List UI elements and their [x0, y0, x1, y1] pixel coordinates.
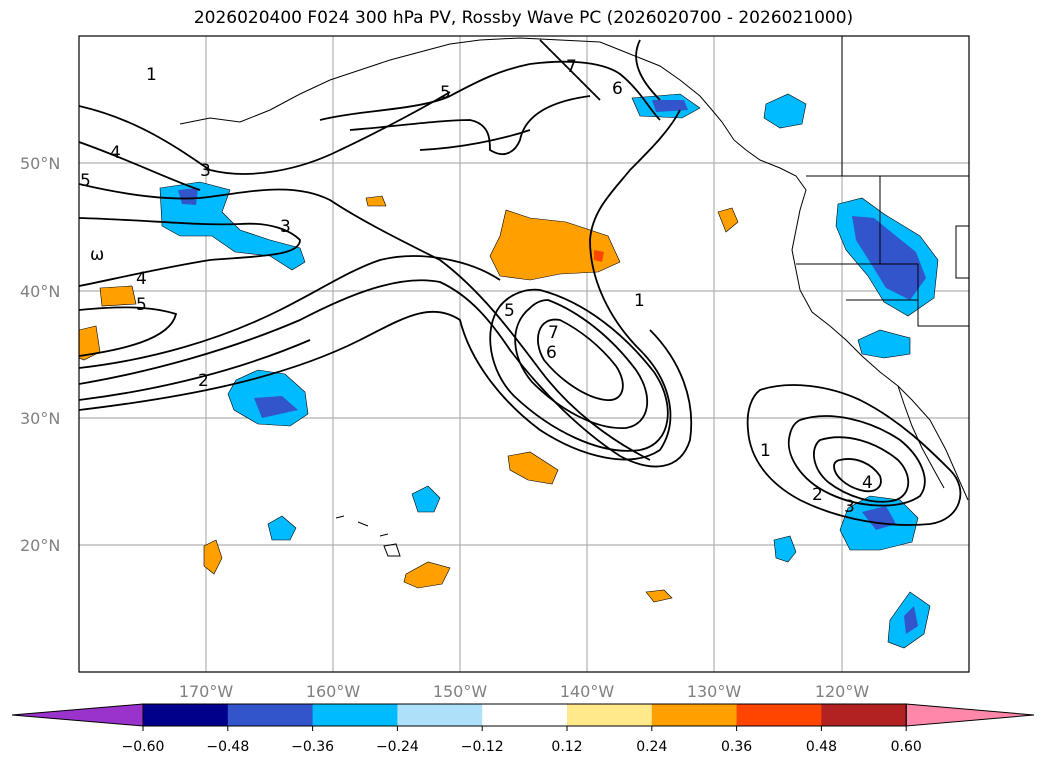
lat-label: 30°N	[20, 409, 60, 428]
neg-blob-seattle-core	[652, 100, 688, 112]
colorbar-extend-high	[905, 703, 1035, 727]
state-border-5	[955, 225, 969, 279]
lon-label: 150°W	[433, 682, 488, 701]
alaska-coast	[179, 37, 735, 141]
contour-label: 5	[504, 301, 515, 321]
neg-blob-hawaii-west	[267, 515, 297, 541]
pos-blob-40n	[99, 285, 137, 307]
latitude-labels: 50°N 40°N 30°N 20°N	[20, 154, 60, 555]
colorbar-tick-label: −0.48	[206, 739, 249, 755]
colorbar-tick-label: 0.36	[721, 739, 752, 755]
pos-blob-small-47	[365, 195, 387, 207]
colorbar-segment	[482, 704, 568, 726]
colorbar-segment	[567, 704, 653, 726]
contour-label: 2	[198, 371, 209, 391]
contour-label: 3	[844, 497, 855, 517]
colorbar-segment	[227, 704, 314, 726]
colorbar-segment	[143, 704, 229, 726]
contour-label: 1	[634, 291, 645, 311]
neg-blob-west-core	[178, 188, 198, 205]
hawaii-islands	[335, 515, 401, 557]
colorbar-tick-label: 0.12	[551, 739, 582, 755]
lat-label: 20°N	[20, 536, 60, 555]
lon-label: 140°W	[560, 682, 615, 701]
contour-label: 6	[546, 343, 557, 363]
colorbar-segment	[736, 704, 822, 726]
lon-label: 130°W	[687, 682, 742, 701]
contour-label: ω	[90, 245, 104, 265]
contour-label: 5	[440, 83, 451, 103]
neg-blob-west	[159, 181, 306, 271]
colorbar-segment	[312, 704, 398, 726]
contour-label: 1	[760, 441, 771, 461]
pos-blob-sw	[203, 539, 223, 575]
contour-labels: 1 5 7 6 4 5 3 3 ω 4 5 2 5 7 6 1 1 2 3 4	[80, 57, 873, 517]
neg-blob-south-core	[904, 606, 918, 634]
bc-coast	[733, 139, 807, 231]
lat-label: 50°N	[20, 154, 60, 173]
colorbar-tick-label: −0.12	[461, 739, 504, 755]
contour-label: 1	[146, 65, 157, 85]
lon-label: 170°W	[179, 682, 234, 701]
colorbar-tick-label: −0.36	[291, 739, 334, 755]
neg-blob-great-basin-core	[852, 216, 926, 300]
us-west-coast	[791, 229, 969, 501]
colorbar: −0.60 −0.48 −0.36 −0.24 −0.12 0.12 0.24 0.36 0.4…	[11, 703, 1035, 755]
neg-blob-30n-core	[254, 396, 298, 418]
colorbar-frame	[142, 703, 907, 727]
contour-label: 4	[136, 269, 147, 289]
colorbar-tick-label: 0.60	[891, 739, 922, 755]
pv-contours	[79, 39, 962, 526]
coastlines	[179, 36, 969, 557]
neg-blob-east-pacific	[773, 535, 797, 563]
colorbar-tick-label: −0.24	[376, 739, 419, 755]
neg-blob-socal	[857, 329, 911, 359]
lon-label: 160°W	[306, 682, 361, 701]
contour-label: 7	[548, 323, 559, 343]
longitude-labels: 170°W 160°W 150°W 140°W 130°W 120°W	[179, 682, 870, 701]
pos-blob-main	[489, 209, 621, 281]
colorbar-tick-label: 0.24	[636, 739, 667, 755]
pos-blob-coast	[717, 207, 739, 233]
contour-label: 3	[280, 217, 291, 237]
contour-label: 6	[612, 79, 623, 99]
colorbar-extend-low	[11, 703, 144, 727]
contour-label: 3	[200, 161, 211, 181]
map-plot-area: 1 5 7 6 4 5 3 3 ω 4 5 2 5 7 6 1 1 2 3 4	[79, 36, 969, 672]
neg-blob-bc	[763, 93, 807, 129]
colorbar-tick-label: 0.48	[806, 739, 837, 755]
contour-label: 2	[812, 485, 823, 505]
pos-blob-25n	[507, 451, 559, 485]
neg-blob-hawaii-north	[411, 485, 441, 513]
pos-blob-main-core	[594, 250, 604, 262]
map-frame	[78, 35, 970, 673]
positive-anomaly-fills	[79, 195, 739, 603]
contour-label: 5	[80, 171, 91, 191]
baja-peninsula	[897, 385, 945, 489]
colorbar-segment	[651, 704, 738, 726]
contour-label: 4	[862, 473, 873, 493]
colorbar-segment	[397, 704, 483, 726]
state-border-2	[880, 263, 969, 327]
contour-label: 7	[566, 57, 577, 77]
map-title: 2026020400 F024 300 hPa PV, Rossby Wave …	[193, 8, 854, 28]
colorbar-segment	[821, 704, 907, 726]
lon-label: 120°W	[815, 682, 870, 701]
contour-label: 5	[136, 295, 147, 315]
contour-label: 4	[110, 143, 121, 163]
pos-blob-small-16	[645, 589, 673, 603]
lat-label: 40°N	[20, 282, 60, 301]
pos-blob-hawaii	[403, 561, 451, 589]
pos-blob-west-edge	[79, 325, 101, 361]
colorbar-tick-label: −0.60	[122, 739, 165, 755]
